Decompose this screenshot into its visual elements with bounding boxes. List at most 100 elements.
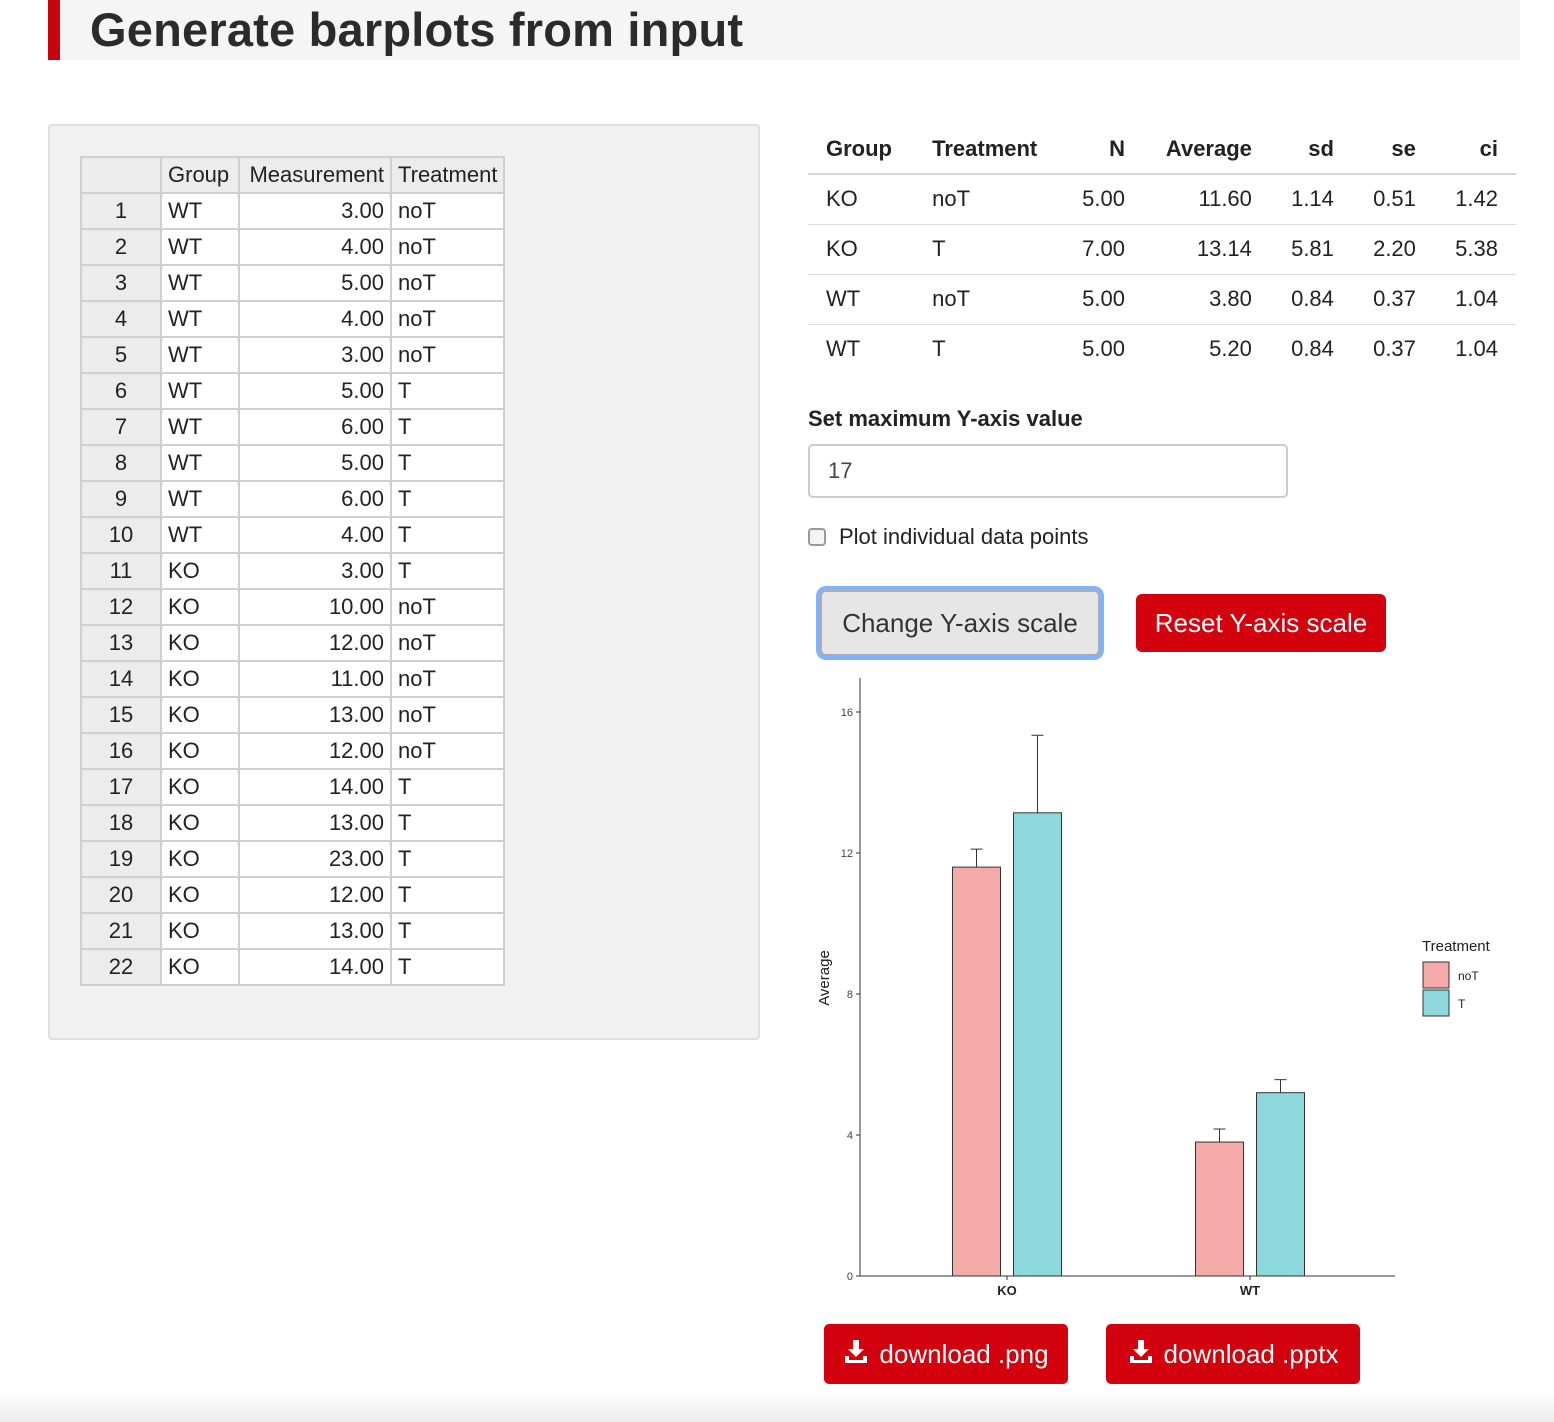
- cell-group[interactable]: KO: [160, 804, 240, 842]
- table-row[interactable]: 18 KO 13.00 T: [80, 804, 506, 842]
- cell-treatment[interactable]: T: [389, 840, 506, 878]
- cell-treatment[interactable]: noT: [389, 624, 506, 662]
- cell-treatment[interactable]: T: [389, 408, 506, 446]
- table-row[interactable]: 12 KO 10.00 noT: [80, 588, 506, 626]
- cell-measurement[interactable]: 13.00: [238, 804, 392, 842]
- reset-yaxis-button[interactable]: Reset Y-axis scale: [1136, 594, 1386, 652]
- cell-group[interactable]: KO: [160, 588, 240, 626]
- download-png-button[interactable]: download .png: [824, 1324, 1068, 1384]
- cell-measurement[interactable]: 3.00: [238, 192, 392, 230]
- cell-measurement[interactable]: 6.00: [238, 480, 392, 518]
- cell-measurement[interactable]: 4.00: [238, 228, 392, 266]
- table-row[interactable]: 15 KO 13.00 noT: [80, 696, 506, 734]
- cell-treatment[interactable]: noT: [389, 732, 506, 770]
- cell-measurement[interactable]: 12.00: [238, 876, 392, 914]
- cell-measurement[interactable]: 4.00: [238, 516, 392, 554]
- cell-group[interactable]: KO: [160, 912, 240, 950]
- download-pptx-button[interactable]: download .pptx: [1106, 1324, 1360, 1384]
- cell-treatment[interactable]: noT: [389, 336, 506, 374]
- table-row[interactable]: 6 WT 5.00 T: [80, 372, 506, 410]
- table-row[interactable]: 2 WT 4.00 noT: [80, 228, 506, 266]
- cell-group[interactable]: KO: [160, 624, 240, 662]
- cell-measurement[interactable]: 4.00: [238, 300, 392, 338]
- table-row[interactable]: 8 WT 5.00 T: [80, 444, 506, 482]
- cell-treatment[interactable]: noT: [389, 300, 506, 338]
- column-header-group[interactable]: Group: [160, 156, 240, 194]
- cell-treatment[interactable]: T: [389, 804, 506, 842]
- cell-treatment[interactable]: noT: [389, 696, 506, 734]
- cell-group[interactable]: WT: [160, 336, 240, 374]
- table-row[interactable]: 19 KO 23.00 T: [80, 840, 506, 878]
- cell-group[interactable]: KO: [160, 840, 240, 878]
- ymax-input[interactable]: [808, 444, 1288, 498]
- cell-treatment[interactable]: T: [389, 876, 506, 914]
- cell-group[interactable]: WT: [160, 300, 240, 338]
- cell-measurement[interactable]: 3.00: [238, 552, 392, 590]
- cell-group[interactable]: WT: [160, 516, 240, 554]
- table-row[interactable]: 10 WT 4.00 T: [80, 516, 506, 554]
- table-row[interactable]: 21 KO 13.00 T: [80, 912, 506, 950]
- cell-group[interactable]: KO: [160, 660, 240, 698]
- cell-treatment[interactable]: T: [389, 552, 506, 590]
- table-row[interactable]: 17 KO 14.00 T: [80, 768, 506, 806]
- cell-group[interactable]: KO: [160, 552, 240, 590]
- table-row[interactable]: 14 KO 11.00 noT: [80, 660, 506, 698]
- cell-measurement[interactable]: 13.00: [238, 912, 392, 950]
- input-data-table[interactable]: Group Measurement Treatment 1 WT 3.00 noT 2 W…: [80, 156, 506, 986]
- cell-measurement[interactable]: 13.00: [238, 696, 392, 734]
- plot-points-option[interactable]: Plot individual data points: [808, 524, 1089, 550]
- table-row[interactable]: 11 KO 3.00 T: [80, 552, 506, 590]
- plot-points-checkbox[interactable]: [808, 528, 826, 546]
- cell-group[interactable]: KO: [160, 948, 240, 986]
- table-row[interactable]: 5 WT 3.00 noT: [80, 336, 506, 374]
- cell-treatment[interactable]: T: [389, 444, 506, 482]
- column-header-measurement[interactable]: Measurement: [238, 156, 392, 194]
- cell-treatment[interactable]: T: [389, 372, 506, 410]
- cell-treatment[interactable]: noT: [389, 228, 506, 266]
- cell-treatment[interactable]: noT: [389, 660, 506, 698]
- table-row[interactable]: 7 WT 6.00 T: [80, 408, 506, 446]
- change-yaxis-button[interactable]: Change Y-axis scale: [820, 590, 1100, 656]
- table-row[interactable]: 13 KO 12.00 noT: [80, 624, 506, 662]
- cell-group[interactable]: KO: [160, 732, 240, 770]
- cell-group[interactable]: WT: [160, 372, 240, 410]
- table-row[interactable]: 4 WT 4.00 noT: [80, 300, 506, 338]
- table-row[interactable]: 9 WT 6.00 T: [80, 480, 506, 518]
- cell-measurement[interactable]: 14.00: [238, 768, 392, 806]
- cell-measurement[interactable]: 6.00: [238, 408, 392, 446]
- cell-measurement[interactable]: 10.00: [238, 588, 392, 626]
- cell-measurement[interactable]: 5.00: [238, 372, 392, 410]
- cell-group[interactable]: WT: [160, 408, 240, 446]
- cell-group[interactable]: KO: [160, 768, 240, 806]
- cell-group[interactable]: KO: [160, 876, 240, 914]
- cell-treatment[interactable]: noT: [389, 588, 506, 626]
- cell-group[interactable]: WT: [160, 228, 240, 266]
- cell-group[interactable]: WT: [160, 444, 240, 482]
- cell-group[interactable]: WT: [160, 192, 240, 230]
- cell-measurement[interactable]: 23.00: [238, 840, 392, 878]
- cell-treatment[interactable]: T: [389, 948, 506, 986]
- cell-treatment[interactable]: noT: [389, 192, 506, 230]
- cell-measurement[interactable]: 11.00: [238, 660, 392, 698]
- cell-measurement[interactable]: 12.00: [238, 732, 392, 770]
- cell-measurement[interactable]: 5.00: [238, 264, 392, 302]
- table-row[interactable]: 20 KO 12.00 T: [80, 876, 506, 914]
- cell-treatment[interactable]: T: [389, 516, 506, 554]
- cell-treatment[interactable]: T: [389, 912, 506, 950]
- cell-measurement[interactable]: 12.00: [238, 624, 392, 662]
- cell-measurement[interactable]: 14.00: [238, 948, 392, 986]
- table-row[interactable]: 3 WT 5.00 noT: [80, 264, 506, 302]
- table-row[interactable]: 1 WT 3.00 noT: [80, 192, 506, 230]
- cell-measurement[interactable]: 3.00: [238, 336, 392, 374]
- cell-group[interactable]: KO: [160, 696, 240, 734]
- plot-points-label[interactable]: Plot individual data points: [839, 524, 1089, 549]
- cell-treatment[interactable]: noT: [389, 264, 506, 302]
- cell-group[interactable]: WT: [160, 264, 240, 302]
- cell-measurement[interactable]: 5.00: [238, 444, 392, 482]
- cell-group[interactable]: WT: [160, 480, 240, 518]
- table-row[interactable]: 22 KO 14.00 T: [80, 948, 506, 986]
- cell-treatment[interactable]: T: [389, 480, 506, 518]
- cell-treatment[interactable]: T: [389, 768, 506, 806]
- table-row[interactable]: 16 KO 12.00 noT: [80, 732, 506, 770]
- column-header-treatment[interactable]: Treatment: [389, 156, 506, 194]
